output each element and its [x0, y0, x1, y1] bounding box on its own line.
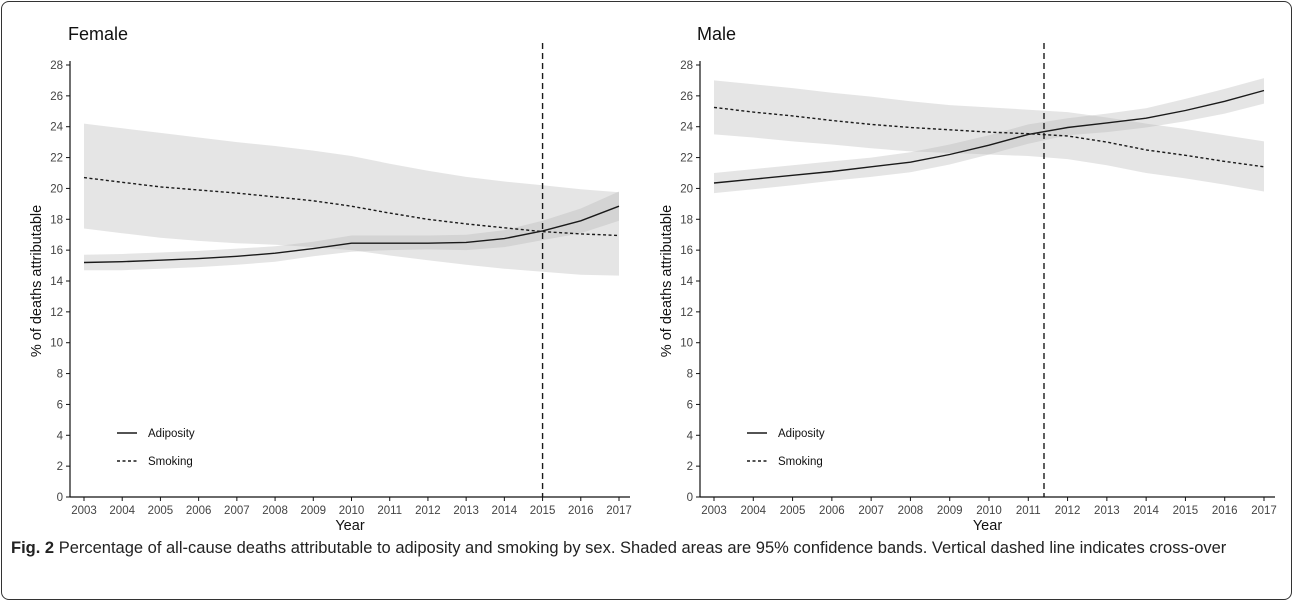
- figure-caption: Fig. 2 Percentage of all-cause deaths at…: [11, 535, 1281, 561]
- caption-text: Percentage of all-cause deaths attributa…: [58, 539, 1227, 557]
- y-tick-label: 2: [687, 461, 693, 473]
- x-tick-label: 2005: [148, 505, 174, 517]
- x-tick-label: 2007: [858, 505, 884, 517]
- x-tick-label: 2003: [701, 505, 727, 517]
- confidence-band-smoking: [714, 80, 1264, 192]
- x-tick-label: 2006: [819, 505, 845, 517]
- y-tick-label: 2: [57, 461, 63, 473]
- y-tick-label: 14: [50, 276, 63, 288]
- y-tick-label: 18: [50, 214, 63, 226]
- legend-label-adiposity: Adiposity: [778, 428, 825, 440]
- legend-label-adiposity: Adiposity: [148, 428, 195, 440]
- series-line-adiposity: [83, 205, 620, 264]
- x-tick-label: 2014: [492, 505, 518, 517]
- y-tick-label: 18: [680, 214, 693, 226]
- y-tick-label: 28: [50, 60, 63, 72]
- y-tick-label: 4: [57, 430, 64, 442]
- x-tick-label: 2011: [377, 505, 402, 517]
- y-tick-label: 10: [680, 338, 693, 350]
- confidence-band-adiposity: [714, 78, 1264, 194]
- x-tick-label: 2010: [339, 505, 365, 517]
- x-tick-label: 2017: [606, 505, 632, 517]
- panel-title: Male: [697, 24, 736, 44]
- y-tick-label: 4: [687, 430, 694, 442]
- y-tick-label: 26: [680, 91, 693, 103]
- confidence-band-adiposity: [84, 191, 619, 271]
- y-tick-label: 0: [687, 492, 693, 504]
- y-tick-label: 28: [680, 60, 693, 72]
- confidence-band-smoking: [84, 123, 619, 276]
- y-tick-label: 22: [50, 153, 63, 165]
- x-tick-label: 2013: [1094, 505, 1120, 517]
- y-tick-label: 6: [57, 399, 63, 411]
- y-axis-label: % of deaths attributable: [29, 205, 45, 357]
- x-axis-label: Year: [973, 518, 1002, 534]
- x-tick-label: 2007: [224, 505, 250, 517]
- panel-title: Female: [68, 24, 128, 44]
- series-line-adiposity: [713, 89, 1265, 184]
- x-tick-label: 2008: [898, 505, 924, 517]
- caption-label: Fig. 2: [11, 539, 55, 557]
- legend-label-smoking: Smoking: [148, 456, 193, 468]
- x-tick-label: 2011: [1016, 505, 1041, 517]
- y-tick-label: 6: [687, 399, 693, 411]
- y-axis-label: % of deaths attributable: [659, 205, 675, 357]
- y-tick-label: 16: [50, 245, 63, 257]
- x-tick-label: 2004: [740, 505, 766, 517]
- x-tick-label: 2009: [300, 505, 326, 517]
- legend-label-smoking: Smoking: [778, 456, 823, 468]
- legend: Adiposity Smoking: [747, 428, 825, 468]
- x-tick-label: 2006: [186, 505, 212, 517]
- x-tick-label: 2012: [1055, 505, 1081, 517]
- y-tick-label: 12: [680, 307, 693, 319]
- y-tick-label: 10: [50, 338, 63, 350]
- x-axis-label: Year: [335, 518, 364, 534]
- x-tick-label: 2016: [1212, 505, 1238, 517]
- x-tick-label: 2003: [71, 505, 97, 517]
- x-tick-label: 2015: [1173, 505, 1199, 517]
- x-tick-label: 2009: [937, 505, 963, 517]
- x-tick-label: 2013: [453, 505, 479, 517]
- y-tick-label: 8: [57, 369, 63, 381]
- x-tick-label: 2010: [976, 505, 1002, 517]
- y-tick-label: 20: [50, 183, 63, 195]
- y-tick-label: 24: [50, 122, 63, 134]
- y-tick-label: 26: [50, 91, 63, 103]
- y-tick-label: 14: [680, 276, 693, 288]
- y-tick-label: 16: [680, 245, 693, 257]
- x-tick-label: 2015: [530, 505, 556, 517]
- y-tick-label: 0: [57, 492, 63, 504]
- x-tick-label: 2016: [568, 505, 594, 517]
- y-tick-label: 8: [687, 369, 693, 381]
- y-tick-label: 22: [680, 153, 693, 165]
- x-tick-label: 2004: [109, 505, 135, 517]
- x-tick-label: 2008: [262, 505, 288, 517]
- series-line-smoking: [83, 176, 620, 237]
- x-tick-label: 2005: [780, 505, 806, 517]
- y-tick-label: 20: [680, 183, 693, 195]
- y-tick-label: 12: [50, 307, 63, 319]
- series-line-smoking: [713, 106, 1265, 168]
- x-tick-label: 2017: [1251, 505, 1277, 517]
- y-tick-label: 24: [680, 122, 693, 134]
- legend: Adiposity Smoking: [117, 428, 195, 468]
- x-tick-label: 2012: [415, 505, 441, 517]
- x-tick-label: 2014: [1133, 505, 1159, 517]
